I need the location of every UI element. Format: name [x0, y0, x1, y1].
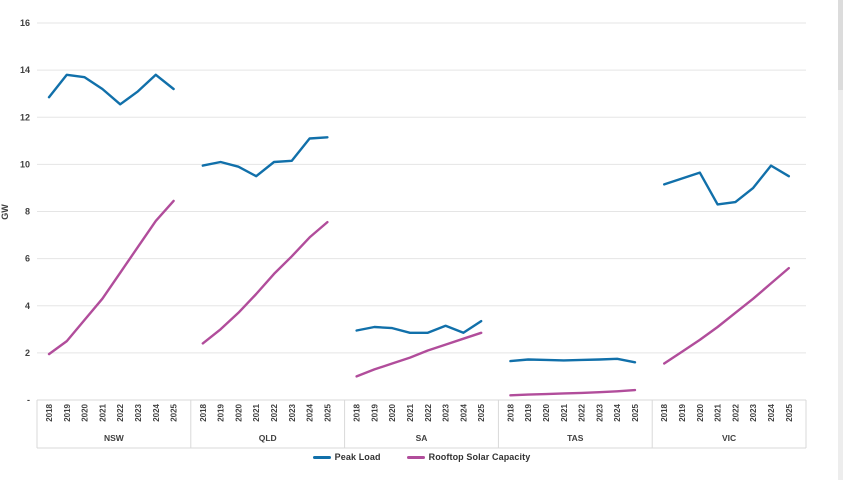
- y-axis-tick-label: 8: [25, 207, 30, 217]
- x-axis-state-label: QLD: [259, 433, 277, 443]
- x-axis-year-label: 2021: [714, 403, 723, 421]
- x-axis-year-label: 2025: [477, 403, 486, 421]
- x-axis-year-label: 2022: [578, 403, 587, 421]
- sa-rooftop-solar-capacity-line: [355, 331, 483, 378]
- peak-load-line-icon: [312, 455, 331, 459]
- x-axis-year-label: 2022: [116, 403, 125, 421]
- x-axis-year-label: 2019: [524, 403, 533, 421]
- qld-peak-load-line: [201, 136, 329, 178]
- x-axis-year-label: 2025: [785, 403, 794, 421]
- sa-peak-load-line: [355, 319, 483, 334]
- x-axis-state-label: TAS: [567, 433, 584, 443]
- x-axis-year-label: 2021: [98, 403, 107, 421]
- x-axis-year-label: 2019: [63, 403, 72, 421]
- x-axis-year-label: 2020: [81, 403, 90, 421]
- x-axis-year-label: 2020: [234, 403, 243, 421]
- x-axis-year-label: 2021: [406, 403, 415, 421]
- x-axis-year-label: 2023: [442, 403, 451, 421]
- x-axis-year-label: 2023: [749, 403, 758, 421]
- x-axis-state-label: NSW: [104, 433, 125, 443]
- x-axis-year-label: 2024: [459, 403, 468, 421]
- y-axis-title: GW: [0, 204, 10, 220]
- x-axis-year-label: 2022: [270, 403, 279, 421]
- x-axis-year-label: 2023: [134, 403, 143, 421]
- x-axis-year-label: 2024: [613, 403, 622, 421]
- vic-peak-load-line: [663, 164, 790, 206]
- x-axis-year-label: 2018: [199, 403, 208, 421]
- x-axis-year-label: 2021: [560, 403, 569, 421]
- tas-rooftop-solar-capacity-line: [509, 388, 637, 397]
- x-axis-year-label: 2022: [731, 403, 740, 421]
- vertical-scrollbar[interactable]: [838, 0, 843, 480]
- x-axis-year-label: 2024: [767, 403, 776, 421]
- x-axis-year-label: 2018: [353, 403, 362, 421]
- x-axis-year-label: 2023: [595, 403, 604, 421]
- nsw-peak-load-line: [47, 73, 175, 106]
- x-axis-year-label: 2023: [288, 403, 297, 421]
- y-axis-tick-label: 4: [25, 301, 30, 311]
- vertical-scrollbar-thumb[interactable]: [838, 0, 843, 90]
- y-axis-tick-label: -: [27, 395, 30, 405]
- chart-legend: Peak Load Rooftop Solar Capacity: [37, 449, 806, 465]
- vic-rooftop-solar-capacity-line: [663, 266, 790, 365]
- x-axis-year-label: 2020: [542, 403, 551, 421]
- x-axis-year-label: 2020: [388, 403, 397, 421]
- x-axis-year-label: 2019: [678, 403, 687, 421]
- x-axis-year-label: 2021: [252, 403, 261, 421]
- x-axis-year-label: 2020: [696, 403, 705, 421]
- y-axis-tick-label: 12: [20, 112, 30, 122]
- x-axis-year-label: 2018: [660, 403, 669, 421]
- x-axis-year-label: 2018: [45, 403, 54, 421]
- qld-rooftop-solar-capacity-line: [201, 220, 329, 345]
- x-axis-year-label: 2019: [217, 403, 226, 421]
- y-axis-tick-label: 6: [25, 254, 30, 264]
- x-axis-year-label: 2022: [424, 403, 433, 421]
- y-axis-tick-label: 10: [20, 159, 30, 169]
- x-axis-year-label: 2019: [370, 403, 379, 421]
- x-axis-state-label: VIC: [722, 433, 736, 443]
- tas-peak-load-line: [509, 357, 637, 364]
- x-axis-year-label: 2025: [170, 403, 179, 421]
- nsw-rooftop-solar-capacity-line: [47, 199, 175, 356]
- y-axis-tick-label: 14: [20, 65, 30, 75]
- x-axis-year-label: 2025: [323, 403, 332, 421]
- x-axis-state-label: SA: [416, 433, 428, 443]
- x-axis-year-label: 2024: [152, 403, 161, 421]
- y-axis-tick-label: 2: [25, 348, 30, 358]
- x-axis-year-label: 2025: [631, 403, 640, 421]
- y-axis-tick-label: 16: [20, 18, 30, 28]
- x-axis-year-label: 2024: [306, 403, 315, 421]
- legend-label-peak-load: Peak Load: [334, 452, 381, 462]
- rooftop-solar-line-icon: [406, 455, 425, 459]
- x-axis-year-label: 2018: [506, 403, 515, 421]
- legend-item-peak-load[interactable]: Peak Load: [312, 452, 381, 462]
- legend-item-rooftop-solar[interactable]: Rooftop Solar Capacity: [406, 452, 531, 462]
- legend-label-rooftop-solar: Rooftop Solar Capacity: [428, 452, 531, 462]
